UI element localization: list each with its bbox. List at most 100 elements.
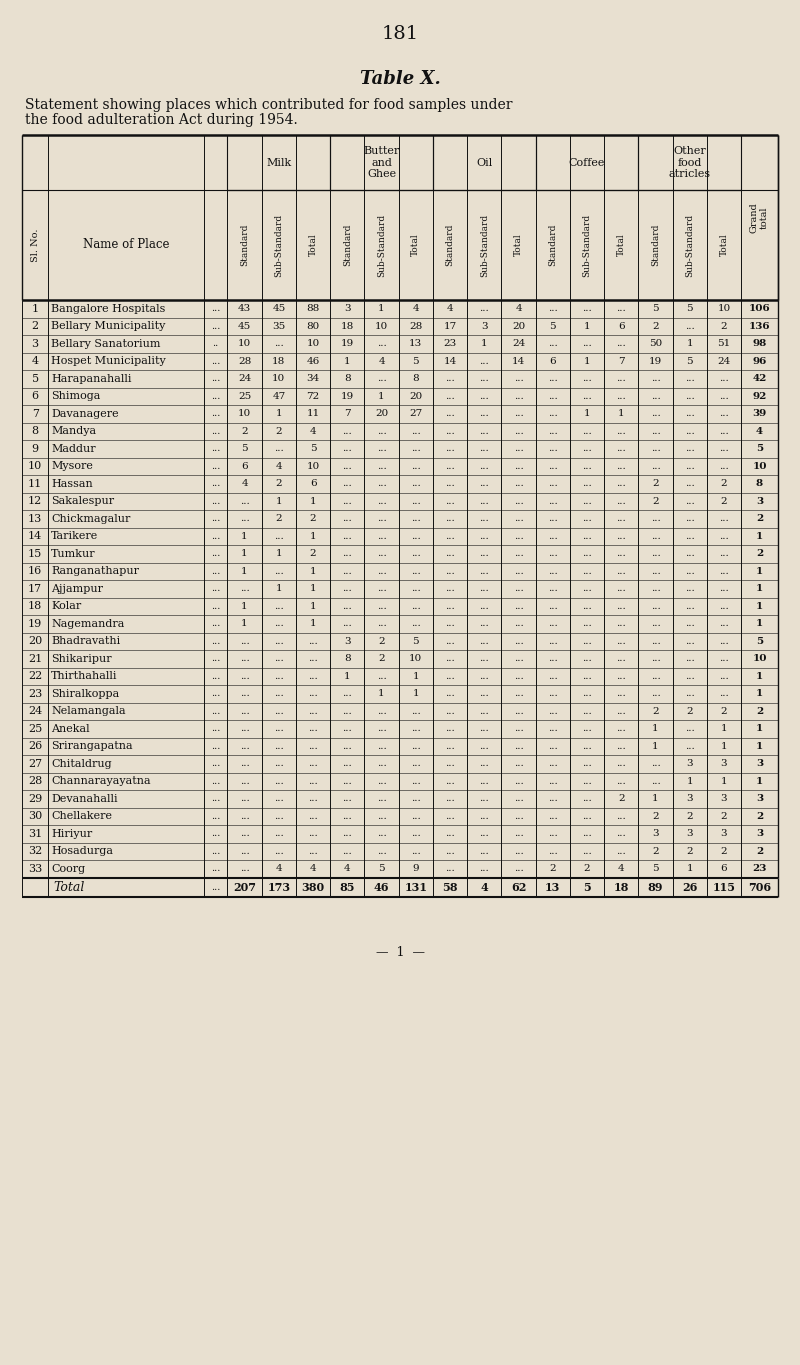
- Text: 2: 2: [686, 707, 693, 715]
- Text: 72: 72: [306, 392, 320, 401]
- Text: ...: ...: [514, 584, 523, 594]
- Text: Total: Total: [54, 880, 85, 894]
- Text: ...: ...: [548, 497, 558, 506]
- Text: 19: 19: [341, 340, 354, 348]
- Text: 3: 3: [721, 794, 727, 803]
- Text: ...: ...: [719, 549, 729, 558]
- Text: ...: ...: [479, 654, 489, 663]
- Text: 2: 2: [275, 515, 282, 523]
- Text: ...: ...: [411, 620, 421, 628]
- Text: ...: ...: [445, 602, 455, 610]
- Text: ...: ...: [548, 461, 558, 471]
- Text: ...: ...: [548, 830, 558, 838]
- Text: 9: 9: [32, 444, 38, 453]
- Text: Hassan: Hassan: [51, 479, 93, 489]
- Text: ...: ...: [650, 672, 660, 681]
- Text: 136: 136: [749, 322, 770, 330]
- Text: ...: ...: [582, 444, 592, 453]
- Text: 10: 10: [409, 654, 422, 663]
- Text: 1: 1: [310, 620, 316, 628]
- Text: ...: ...: [342, 584, 352, 594]
- Text: 34: 34: [306, 374, 320, 384]
- Text: ...: ...: [411, 830, 421, 838]
- Text: 10: 10: [752, 461, 767, 471]
- Text: ...: ...: [616, 340, 626, 348]
- Text: ...: ...: [719, 410, 729, 418]
- Text: ...: ...: [211, 461, 220, 471]
- Text: ...: ...: [211, 532, 220, 541]
- Text: 28: 28: [409, 322, 422, 330]
- Text: ...: ...: [514, 689, 523, 699]
- Text: 24: 24: [718, 356, 730, 366]
- Text: ...: ...: [240, 812, 250, 820]
- Text: ...: ...: [240, 846, 250, 856]
- Text: Nagemandra: Nagemandra: [51, 618, 125, 629]
- Text: ...: ...: [548, 392, 558, 401]
- Text: ...: ...: [650, 374, 660, 384]
- Text: ...: ...: [240, 864, 250, 874]
- Text: 1: 1: [275, 584, 282, 594]
- Text: ...: ...: [582, 741, 592, 751]
- Text: ...: ...: [211, 759, 220, 768]
- Text: ...: ...: [308, 846, 318, 856]
- Text: ...: ...: [650, 689, 660, 699]
- Text: 1: 1: [618, 410, 625, 418]
- Text: 3: 3: [686, 794, 693, 803]
- Text: Sub-Standard: Sub-Standard: [377, 213, 386, 277]
- Text: ...: ...: [582, 794, 592, 803]
- Text: ...: ...: [274, 566, 284, 576]
- Text: ...: ...: [548, 707, 558, 715]
- Text: 5: 5: [378, 864, 385, 874]
- Text: ...: ...: [274, 725, 284, 733]
- Text: ...: ...: [582, 602, 592, 610]
- Text: 5: 5: [242, 444, 248, 453]
- Text: 3: 3: [756, 759, 763, 768]
- Text: 16: 16: [28, 566, 42, 576]
- Text: Hiriyur: Hiriyur: [51, 829, 93, 838]
- Text: ...: ...: [616, 479, 626, 489]
- Text: ...: ...: [685, 654, 694, 663]
- Text: 1: 1: [32, 304, 38, 314]
- Text: ...: ...: [479, 830, 489, 838]
- Text: ...: ...: [445, 794, 455, 803]
- Text: Hosadurga: Hosadurga: [51, 846, 114, 856]
- Text: ...: ...: [377, 741, 386, 751]
- Text: ...: ...: [650, 566, 660, 576]
- Text: 58: 58: [442, 882, 458, 893]
- Text: ...: ...: [211, 672, 220, 681]
- Text: Sub-Standard: Sub-Standard: [480, 213, 489, 277]
- Text: Tumkur: Tumkur: [51, 549, 96, 558]
- Text: 4: 4: [378, 356, 385, 366]
- Text: 2: 2: [756, 549, 763, 558]
- Text: ...: ...: [616, 461, 626, 471]
- Text: ...: ...: [479, 707, 489, 715]
- Text: ...: ...: [616, 636, 626, 646]
- Text: ...: ...: [514, 461, 523, 471]
- Text: 28: 28: [238, 356, 251, 366]
- Text: Name of Place: Name of Place: [82, 239, 170, 251]
- Text: ...: ...: [342, 689, 352, 699]
- Text: 6: 6: [618, 322, 625, 330]
- Text: ...: ...: [411, 707, 421, 715]
- Text: ...: ...: [685, 497, 694, 506]
- Text: Shikaripur: Shikaripur: [51, 654, 112, 663]
- Text: ...: ...: [514, 794, 523, 803]
- Text: ...: ...: [685, 620, 694, 628]
- Text: ...: ...: [548, 654, 558, 663]
- Text: ...: ...: [342, 427, 352, 435]
- Text: ...: ...: [411, 549, 421, 558]
- Text: 1: 1: [756, 532, 763, 541]
- Text: 42: 42: [752, 374, 766, 384]
- Text: Anekal: Anekal: [51, 723, 90, 734]
- Text: ...: ...: [342, 812, 352, 820]
- Text: Ajjampur: Ajjampur: [51, 584, 103, 594]
- Text: ...: ...: [411, 759, 421, 768]
- Text: ...: ...: [479, 461, 489, 471]
- Text: 4: 4: [515, 304, 522, 313]
- Text: Total: Total: [719, 233, 729, 257]
- Text: 2: 2: [652, 846, 659, 856]
- Text: ...: ...: [445, 725, 455, 733]
- Text: ...: ...: [685, 532, 694, 541]
- Text: ...: ...: [719, 515, 729, 523]
- Text: 46: 46: [306, 356, 320, 366]
